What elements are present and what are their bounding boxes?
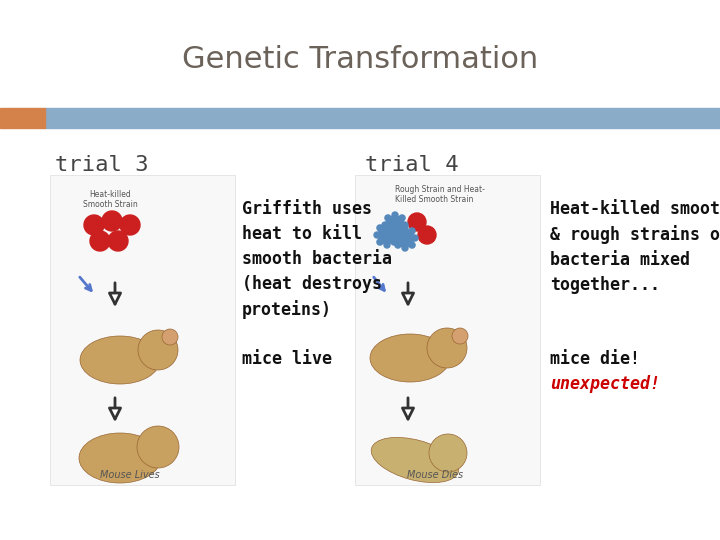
- Circle shape: [137, 426, 179, 468]
- Circle shape: [418, 226, 436, 244]
- Circle shape: [429, 434, 467, 472]
- Circle shape: [384, 242, 390, 248]
- Bar: [50, 175, 235, 485]
- Circle shape: [399, 215, 405, 221]
- Circle shape: [374, 232, 380, 238]
- Circle shape: [396, 229, 414, 247]
- Circle shape: [409, 242, 415, 248]
- Text: Mouse Dies: Mouse Dies: [407, 470, 463, 480]
- Ellipse shape: [372, 437, 459, 483]
- Circle shape: [386, 216, 404, 234]
- Ellipse shape: [79, 433, 161, 483]
- Circle shape: [427, 328, 467, 368]
- Circle shape: [90, 231, 110, 251]
- Ellipse shape: [370, 334, 450, 382]
- Circle shape: [384, 222, 390, 228]
- Circle shape: [102, 211, 122, 231]
- Text: unexpected!: unexpected!: [550, 375, 660, 393]
- Circle shape: [391, 239, 397, 245]
- Circle shape: [399, 229, 405, 235]
- Circle shape: [385, 215, 391, 221]
- Text: Heat-killed
Smooth Strain: Heat-killed Smooth Strain: [83, 190, 138, 210]
- Text: trial 3: trial 3: [55, 155, 148, 175]
- Circle shape: [402, 225, 408, 231]
- Circle shape: [394, 232, 400, 238]
- Bar: [0, 108, 45, 128]
- Circle shape: [377, 225, 383, 231]
- Circle shape: [378, 226, 396, 244]
- Text: Rough Strain and Heat-
Killed Smooth Strain: Rough Strain and Heat- Killed Smooth Str…: [395, 185, 485, 205]
- Circle shape: [391, 225, 397, 231]
- Text: mice die!: mice die!: [550, 350, 640, 368]
- Text: Griffith uses
heat to kill
smooth bacteria
(heat destroys
proteins): Griffith uses heat to kill smooth bacter…: [242, 200, 392, 320]
- Circle shape: [84, 215, 104, 235]
- Text: Heat-killed smooth
& rough strains of
bacteria mixed
together...: Heat-killed smooth & rough strains of ba…: [550, 200, 720, 294]
- Text: Genetic Transformation: Genetic Transformation: [182, 45, 538, 75]
- Circle shape: [395, 242, 401, 248]
- Circle shape: [452, 328, 468, 344]
- Circle shape: [408, 213, 426, 231]
- Bar: [355, 175, 540, 485]
- Ellipse shape: [80, 336, 160, 384]
- Circle shape: [412, 235, 418, 241]
- Circle shape: [409, 228, 415, 234]
- Circle shape: [392, 212, 398, 218]
- Circle shape: [402, 245, 408, 251]
- Circle shape: [108, 231, 128, 251]
- Circle shape: [392, 235, 398, 241]
- Text: Mouse Lives: Mouse Lives: [100, 470, 160, 480]
- Text: trial 4: trial 4: [365, 155, 459, 175]
- Circle shape: [392, 232, 398, 238]
- Bar: [45, 108, 720, 128]
- Circle shape: [377, 239, 383, 245]
- Circle shape: [395, 228, 401, 234]
- Circle shape: [138, 330, 178, 370]
- Circle shape: [162, 329, 178, 345]
- Circle shape: [385, 229, 391, 235]
- Text: mice live: mice live: [242, 350, 332, 368]
- Circle shape: [402, 222, 408, 228]
- Circle shape: [120, 215, 140, 235]
- Circle shape: [382, 222, 388, 228]
